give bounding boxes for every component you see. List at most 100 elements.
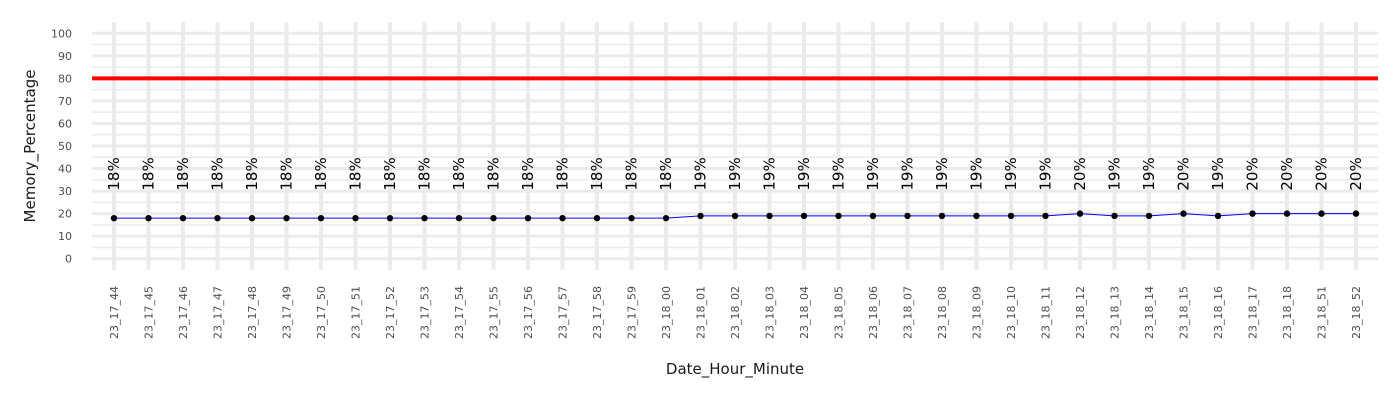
y-tick-label: 100 xyxy=(51,27,72,40)
data-label: 19% xyxy=(899,157,917,190)
x-tick-label: 23_18_05 xyxy=(833,286,846,339)
data-label: 18% xyxy=(657,157,675,190)
data-point xyxy=(1283,210,1291,217)
x-tick-label: 23_18_18 xyxy=(1281,286,1294,339)
x-tick-label: 23_17_59 xyxy=(626,286,639,339)
data-label: 19% xyxy=(1106,157,1124,190)
x-tick-label: 23_18_13 xyxy=(1109,286,1122,339)
y-axis-title: Memory_Percentage xyxy=(21,70,40,223)
data-point xyxy=(1214,212,1222,220)
x-axis-title: Date_Hour_Minute xyxy=(666,360,804,379)
x-tick-label: 23_18_00 xyxy=(660,286,673,339)
x-tick-label: 23_18_09 xyxy=(971,286,984,339)
data-label: 20% xyxy=(1278,157,1296,190)
data-label: 19% xyxy=(761,157,779,190)
x-tick-label: 23_18_15 xyxy=(1178,286,1191,339)
y-tick-label: 10 xyxy=(58,230,72,243)
data-point xyxy=(662,214,670,222)
data-point xyxy=(973,212,980,220)
data-point xyxy=(697,212,704,220)
x-tick-layer: 23_17_44 23_17_45 23_17_46 23_17_47 23_17_48… xyxy=(108,286,1363,339)
data-label-layer: 18% 18% 18% 18% 18% 18% 18% 18% 18% 18% 18% 18% 18% 1… xyxy=(105,157,1365,190)
data-point xyxy=(1111,212,1118,220)
data-point xyxy=(1352,210,1360,217)
data-label: 19% xyxy=(830,157,848,190)
data-label: 18% xyxy=(174,157,192,190)
y-tick-label: 30 xyxy=(58,185,72,198)
data-point xyxy=(179,214,187,222)
data-point xyxy=(628,214,635,222)
x-tick-label: 23_17_57 xyxy=(557,286,570,339)
data-label: 18% xyxy=(450,157,468,190)
data-label: 18% xyxy=(347,157,365,190)
grid-layer xyxy=(92,22,1378,270)
data-point xyxy=(1318,210,1325,217)
data-label: 18% xyxy=(312,157,330,190)
data-label: 19% xyxy=(968,157,986,190)
x-tick-label: 23_18_01 xyxy=(695,286,708,339)
data-point xyxy=(938,212,946,220)
y-tick-label: 60 xyxy=(58,117,72,130)
data-point xyxy=(352,214,359,222)
data-point xyxy=(835,212,842,220)
data-label: 20% xyxy=(1313,157,1331,190)
data-label: 18% xyxy=(519,157,537,190)
data-label: 20% xyxy=(1244,157,1262,190)
data-label: 19% xyxy=(1209,157,1227,190)
x-tick-label: 23_17_45 xyxy=(143,286,156,339)
x-tick-label: 23_18_52 xyxy=(1350,286,1363,339)
data-label: 19% xyxy=(692,157,710,190)
x-tick-label: 23_17_44 xyxy=(108,286,121,339)
data-point xyxy=(731,212,739,220)
y-tick-label: 90 xyxy=(58,50,72,63)
x-tick-label: 23_17_51 xyxy=(350,286,363,339)
data-point xyxy=(248,214,256,222)
data-label: 19% xyxy=(795,157,813,190)
data-label: 19% xyxy=(933,157,951,190)
data-label: 18% xyxy=(588,157,606,190)
data-label: 18% xyxy=(140,157,158,190)
y-tick-label: 20 xyxy=(58,208,72,221)
x-tick-label: 23_18_51 xyxy=(1316,286,1329,339)
data-point xyxy=(214,214,221,222)
x-tick-label: 23_18_06 xyxy=(867,286,880,339)
data-point xyxy=(800,212,808,220)
x-tick-label: 23_18_16 xyxy=(1212,286,1225,339)
y-tick-label: 40 xyxy=(58,163,72,176)
x-tick-label: 23_18_10 xyxy=(1005,286,1018,339)
x-tick-label: 23_17_55 xyxy=(488,286,501,339)
x-tick-label: 23_17_52 xyxy=(384,286,397,339)
data-point xyxy=(145,214,152,222)
data-label: 18% xyxy=(243,157,261,190)
x-tick-label: 23_18_02 xyxy=(729,286,742,339)
data-label: 19% xyxy=(1002,157,1020,190)
data-point xyxy=(524,214,532,222)
x-tick-label: 23_18_04 xyxy=(798,286,811,339)
y-tick-label: 70 xyxy=(58,95,72,108)
y-tick-layer: 0 10 20 30 40 50 60 70 80 90 100 xyxy=(51,27,72,265)
x-tick-label: 23_18_14 xyxy=(1143,286,1156,339)
data-label: 18% xyxy=(209,157,227,190)
data-point xyxy=(904,212,911,220)
y-tick-label: 50 xyxy=(58,140,72,153)
x-tick-label: 23_17_54 xyxy=(453,286,466,339)
x-tick-label: 23_18_03 xyxy=(764,286,777,339)
data-label: 20% xyxy=(1347,157,1365,190)
x-tick-label: 23_17_50 xyxy=(315,286,328,339)
data-label: 19% xyxy=(1037,157,1055,190)
data-point xyxy=(559,214,566,222)
data-label: 18% xyxy=(105,157,123,190)
x-tick-label: 23_18_11 xyxy=(1040,286,1053,339)
x-tick-label: 23_18_12 xyxy=(1074,286,1087,339)
x-tick-label: 23_17_49 xyxy=(281,286,294,339)
data-label: 18% xyxy=(278,157,296,190)
y-tick-label: 0 xyxy=(65,253,72,266)
data-point xyxy=(110,214,118,222)
x-tick-label: 23_17_48 xyxy=(246,286,259,339)
data-point xyxy=(1042,212,1049,220)
data-label: 19% xyxy=(726,157,744,190)
y-tick-label: 80 xyxy=(58,72,72,85)
data-point xyxy=(317,214,325,222)
